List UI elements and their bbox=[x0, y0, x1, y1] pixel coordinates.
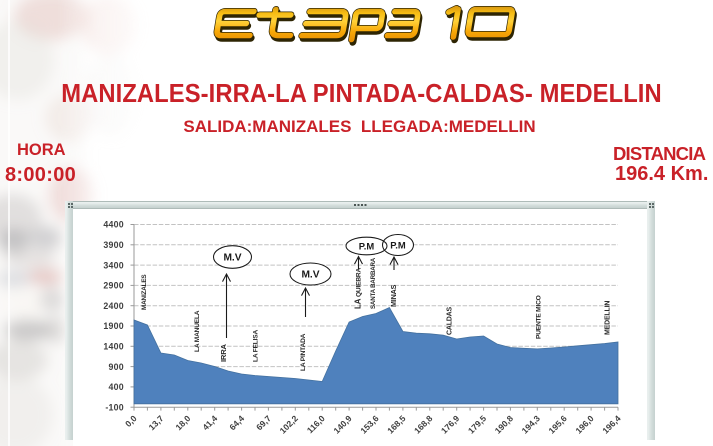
svg-text:3400: 3400 bbox=[103, 260, 123, 270]
svg-text:102,2: 102,2 bbox=[278, 413, 300, 435]
svg-text:69,7: 69,7 bbox=[254, 413, 273, 432]
svg-text:2900: 2900 bbox=[103, 281, 123, 291]
svg-text:P.M: P.M bbox=[359, 241, 375, 252]
svg-text:LA MANUELA: LA MANUELA bbox=[194, 310, 201, 352]
svg-text:168,8: 168,8 bbox=[412, 413, 434, 435]
svg-text:196,4: 196,4 bbox=[600, 413, 622, 435]
svg-text:M.V: M.V bbox=[301, 270, 319, 281]
svg-text:PUENTE MICO: PUENTE MICO bbox=[535, 295, 542, 339]
svg-text:18,0: 18,0 bbox=[174, 413, 193, 432]
svg-text:13,7: 13,7 bbox=[147, 413, 166, 432]
svg-text:153,6: 153,6 bbox=[358, 413, 380, 435]
svg-text:140,9: 140,9 bbox=[331, 413, 353, 435]
svg-text:P.M: P.M bbox=[390, 240, 406, 251]
svg-text:2400: 2400 bbox=[103, 301, 123, 311]
svg-text:190,8: 190,8 bbox=[493, 413, 515, 435]
svg-text:41,4: 41,4 bbox=[200, 413, 219, 432]
svg-text:400: 400 bbox=[109, 382, 124, 392]
svg-text:3900: 3900 bbox=[103, 240, 123, 250]
svg-text:MANIZALES: MANIZALES bbox=[141, 274, 148, 310]
svg-text:IRRA: IRRA bbox=[219, 344, 228, 362]
svg-text:MEDELLIN: MEDELLIN bbox=[604, 301, 611, 335]
svg-text:64,4: 64,4 bbox=[227, 413, 246, 432]
svg-text:195,6: 195,6 bbox=[547, 413, 569, 435]
svg-text:116,0: 116,0 bbox=[305, 413, 327, 435]
svg-text:LA FELISA: LA FELISA bbox=[252, 330, 259, 362]
svg-text:0,0: 0,0 bbox=[123, 413, 139, 429]
svg-text:SANTA BARBARA: SANTA BARBARA bbox=[370, 257, 377, 309]
svg-text:CALDAS: CALDAS bbox=[446, 307, 453, 335]
svg-text:900: 900 bbox=[109, 362, 124, 372]
svg-text:1400: 1400 bbox=[103, 342, 123, 352]
svg-text:LA QUIEBRA: LA QUIEBRA bbox=[353, 268, 362, 309]
svg-text:4400: 4400 bbox=[103, 220, 123, 230]
svg-text:M.V: M.V bbox=[223, 253, 241, 264]
svg-text:179,5: 179,5 bbox=[466, 413, 488, 435]
svg-text:-100: -100 bbox=[105, 402, 123, 412]
svg-text:1900: 1900 bbox=[103, 321, 123, 331]
svg-text:176,9: 176,9 bbox=[439, 413, 461, 435]
svg-text:194,3: 194,3 bbox=[520, 413, 542, 435]
svg-text:168,5: 168,5 bbox=[385, 413, 407, 435]
svg-text:MINAS: MINAS bbox=[389, 284, 398, 307]
svg-text:LA PINTADA: LA PINTADA bbox=[300, 333, 307, 371]
svg-text:196,0: 196,0 bbox=[573, 413, 595, 435]
